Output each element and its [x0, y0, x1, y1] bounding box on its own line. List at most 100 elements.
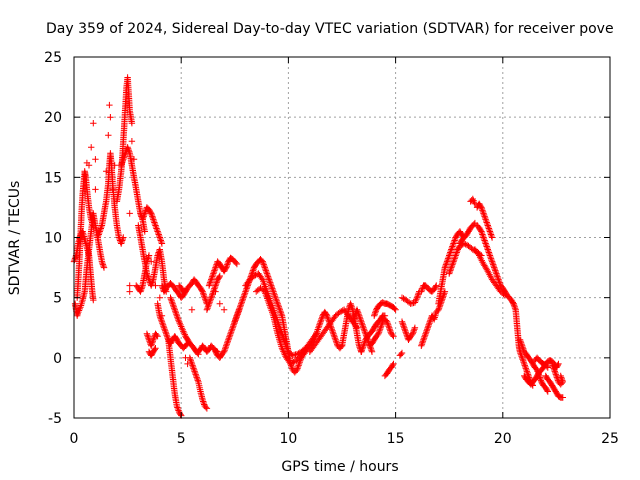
data-point [220, 306, 228, 313]
data-point [171, 305, 178, 312]
data-point [337, 343, 345, 351]
data-point [156, 294, 163, 301]
data-point [268, 282, 275, 289]
data-point [471, 199, 478, 206]
data-point [208, 294, 215, 301]
data-point [543, 363, 550, 370]
data-point [398, 294, 406, 301]
data-point [233, 260, 241, 268]
data-point [434, 307, 441, 315]
data-point [156, 232, 163, 240]
data-point [354, 308, 361, 315]
data-point [280, 348, 287, 355]
data-point [483, 219, 490, 226]
data-point [205, 302, 212, 309]
data-point [482, 216, 489, 223]
data-point [399, 320, 406, 327]
y-axis-label: SDTVAR / TECUs [7, 181, 23, 296]
data-point [555, 360, 562, 368]
data-point [106, 101, 113, 109]
data-point [208, 276, 215, 283]
data-point [444, 256, 451, 264]
data-point [182, 354, 189, 361]
data-point [469, 195, 476, 203]
data-point [411, 324, 419, 331]
data-point [510, 300, 517, 307]
data-point [552, 369, 559, 377]
data-point [372, 309, 379, 316]
data-point [154, 228, 161, 235]
data-point [276, 306, 283, 313]
data-point [486, 228, 494, 235]
data-point [481, 238, 489, 246]
data-point [486, 271, 493, 278]
data-point [462, 241, 469, 248]
data-point [421, 332, 429, 339]
data-point [351, 314, 358, 321]
data-point [211, 267, 218, 274]
data-point [120, 234, 127, 241]
data-point [347, 300, 354, 307]
data-point [148, 341, 155, 348]
y-tick-label: 10 [44, 231, 62, 247]
data-point [194, 377, 201, 384]
data-point [278, 311, 285, 318]
data-point [318, 315, 325, 322]
data-marks [70, 74, 566, 419]
data-point [446, 250, 453, 258]
data-point [158, 240, 166, 247]
data-point [288, 359, 296, 367]
data-point [550, 365, 557, 372]
data-point [201, 293, 208, 300]
y-tick-label: -5 [48, 411, 62, 427]
data-point [294, 363, 302, 371]
data-point [159, 320, 166, 327]
data-point [175, 318, 183, 325]
data-point [202, 404, 210, 411]
data-point [190, 365, 197, 372]
data-point [202, 296, 209, 303]
data-point [419, 338, 427, 345]
data-point [205, 282, 213, 289]
data-point [111, 162, 118, 169]
data-point [479, 207, 486, 214]
data-point [128, 138, 136, 145]
data-point [265, 274, 272, 282]
data-point [96, 228, 103, 235]
data-point [385, 323, 392, 330]
data-point [292, 367, 300, 375]
x-axis-label: GPS time / hours [281, 459, 398, 475]
data-point [222, 265, 229, 272]
data-point [153, 331, 160, 339]
data-point [174, 314, 181, 321]
data-point [139, 216, 146, 223]
data-point [215, 274, 223, 281]
data-point [265, 276, 273, 283]
data-point [177, 411, 184, 418]
data-point [152, 345, 159, 352]
data-point [488, 256, 495, 264]
data-point [88, 144, 95, 151]
data-point [150, 216, 157, 223]
data-point [206, 280, 213, 288]
data-point [174, 404, 181, 411]
data-point [188, 306, 196, 313]
data-point [187, 357, 194, 364]
data-point [141, 211, 148, 219]
data-point [272, 294, 279, 301]
data-point [163, 332, 170, 339]
data-point [521, 360, 528, 368]
x-tick-label: 25 [601, 431, 619, 447]
data-point [269, 285, 276, 292]
data-point [374, 331, 381, 339]
data-point [408, 331, 415, 339]
y-tick-label: 5 [53, 291, 62, 307]
data-point [482, 240, 489, 247]
data-point [488, 234, 496, 241]
x-tick-label: 10 [279, 431, 297, 447]
data-point [258, 257, 265, 264]
data-point [216, 300, 223, 307]
data-point [103, 168, 110, 175]
data-point [491, 264, 498, 271]
data-point [193, 374, 200, 381]
